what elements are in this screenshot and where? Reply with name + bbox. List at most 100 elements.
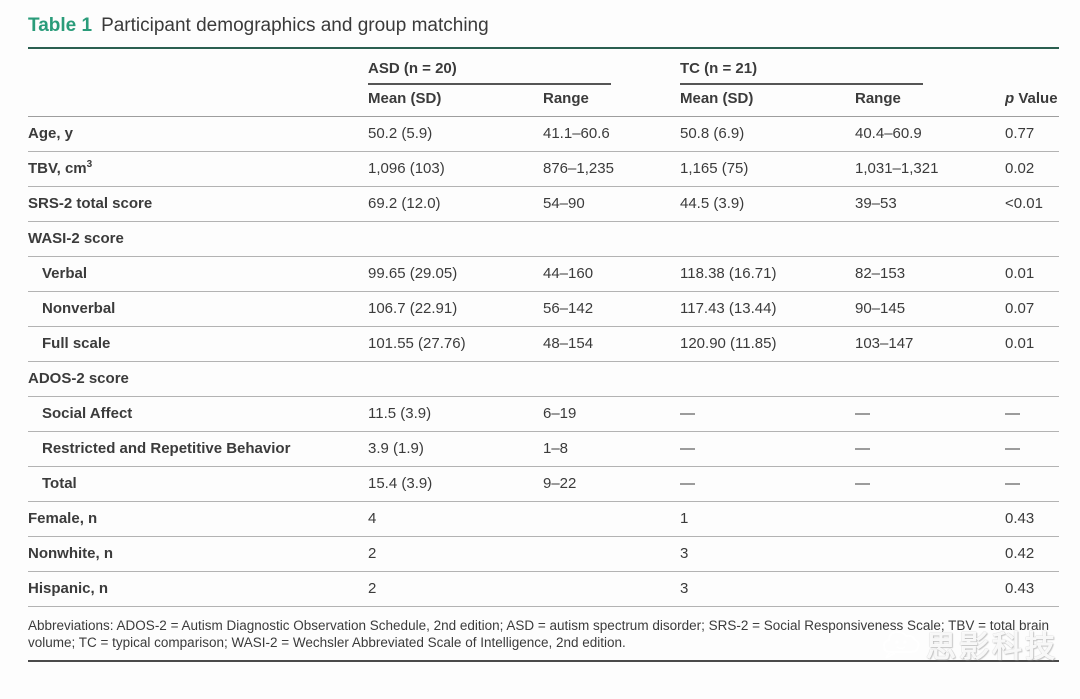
data-cell: 82–153 <box>855 265 906 282</box>
bottom-rule <box>28 659 1059 662</box>
data-cell: 44.5 (3.9) <box>680 195 745 212</box>
row-label-text: TBV, cm <box>28 160 87 177</box>
table-title: Participant demographics and group match… <box>101 15 489 36</box>
section-row: ADOS-2 score <box>28 361 1059 396</box>
data-cell <box>543 501 680 536</box>
data-cell: 101.55 (27.76) <box>368 335 466 352</box>
data-cell: 106.7 (22.91) <box>368 300 458 317</box>
data-cell: 876–1,235 <box>543 160 614 177</box>
data-cell: 41.1–60.6 <box>543 125 610 142</box>
data-cell <box>855 571 1005 606</box>
empty-header-cell <box>28 85 368 116</box>
data-cell: 69.2 (12.0) <box>368 195 441 212</box>
row-label: Age, y <box>28 116 368 151</box>
row-label-text: ADOS-2 score <box>28 370 129 387</box>
section-row: WASI-2 score <box>28 221 1059 256</box>
row-label: Verbal <box>28 256 368 291</box>
data-cell: 56–142 <box>543 300 594 317</box>
row-label: Restricted and Repetitive Behavior <box>28 431 368 466</box>
data-cell: 3 <box>680 545 689 562</box>
data-cell: 1 <box>680 510 689 527</box>
group-header-row: ASD (n = 20) TC (n = 21) <box>28 49 1059 85</box>
empty-corner-cell <box>28 49 368 85</box>
data-cell: 103–147 <box>855 335 914 352</box>
column-header-tc-mean: Mean (SD) <box>680 89 754 107</box>
row-label-text: Full scale <box>42 335 111 352</box>
row-label-text: Restricted and Repetitive Behavior <box>42 440 291 457</box>
top-rule <box>28 47 1059 49</box>
row-label: SRS-2 total score <box>28 186 368 221</box>
row-label-text: Total <box>42 475 77 492</box>
table-number-label: Table 1 <box>28 15 93 36</box>
table-row: SRS-2 total score 69.2 (12.0) 54–90 44.5 (3… <box>28 186 1059 221</box>
data-cell <box>543 571 680 606</box>
data-cell <box>680 221 855 256</box>
data-cell: 0.01 <box>1005 335 1035 352</box>
table-row: TBV, cm3 1,096 (103) 876–1,235 1,165 (75) 1,… <box>28 151 1059 186</box>
data-cell: 99.65 (29.05) <box>368 265 458 282</box>
data-cell: 0.43 <box>1005 510 1035 527</box>
table-body: Age, y 50.2 (5.9) 41.1–60.6 50.8 (6.9) 40.4–… <box>28 116 1059 606</box>
data-cell: 54–90 <box>543 195 585 212</box>
data-cell <box>368 361 543 396</box>
group-header-asd-label: ASD (n = 20) <box>368 60 611 85</box>
data-cell <box>855 361 1005 396</box>
table-row: Female, n 4 1 0.43 <box>28 501 1059 536</box>
data-cell <box>855 536 1005 571</box>
data-cell: 0.02 <box>1005 160 1035 177</box>
column-header-p-value: p Value <box>1005 89 1058 107</box>
demographics-table: ASD (n = 20) TC (n = 21) Mean (SD) Range… <box>28 49 1059 607</box>
data-cell: 90–145 <box>855 300 906 317</box>
table-row: Nonwhite, n 2 3 0.42 <box>28 536 1059 571</box>
data-cell: 50.2 (5.9) <box>368 125 433 142</box>
group-header-tc: TC (n = 21) <box>680 49 1005 85</box>
data-cell: 0.42 <box>1005 545 1035 562</box>
data-cell <box>1005 221 1059 256</box>
data-cell <box>855 501 1005 536</box>
data-cell: 2 <box>368 545 377 562</box>
data-cell <box>855 221 1005 256</box>
row-label-text: Nonverbal <box>42 300 116 317</box>
row-label-text: Hispanic, n <box>28 580 109 597</box>
data-cell: 1,096 (103) <box>368 160 445 177</box>
data-cell: — <box>855 405 870 422</box>
data-cell: 39–53 <box>855 195 897 212</box>
row-label: TBV, cm3 <box>28 151 368 186</box>
data-cell: — <box>680 440 695 457</box>
row-label: Nonverbal <box>28 291 368 326</box>
row-label-text: Female, n <box>28 510 98 527</box>
row-label: WASI-2 score <box>28 221 368 256</box>
data-cell: 3.9 (1.9) <box>368 440 424 457</box>
data-cell: 118.38 (16.71) <box>680 265 777 282</box>
data-cell: 4 <box>368 510 377 527</box>
column-header-row: Mean (SD) Range Mean (SD) Range p Value <box>28 85 1059 116</box>
data-cell: 1,031–1,321 <box>855 160 939 177</box>
data-cell <box>680 361 855 396</box>
data-cell: — <box>680 475 695 492</box>
data-cell: — <box>1005 405 1020 422</box>
group-header-tc-label: TC (n = 21) <box>680 60 923 85</box>
column-header-asd-mean: Mean (SD) <box>368 89 442 107</box>
data-cell <box>543 361 680 396</box>
data-cell: 6–19 <box>543 405 577 422</box>
data-cell: 2 <box>368 580 377 597</box>
data-cell: 0.77 <box>1005 125 1035 142</box>
row-label: ADOS-2 score <box>28 361 368 396</box>
row-label-text: Verbal <box>42 265 88 282</box>
row-label-superscript: 3 <box>86 159 93 170</box>
column-header-asd-range: Range <box>543 89 589 107</box>
table-row: Social Affect 11.5 (3.9) 6–19 — — — <box>28 396 1059 431</box>
data-cell: 48–154 <box>543 335 594 352</box>
row-label: Full scale <box>28 326 368 361</box>
data-cell: 50.8 (6.9) <box>680 125 745 142</box>
table-row: Nonverbal 106.7 (22.91) 56–142 117.43 (13.4… <box>28 291 1059 326</box>
data-cell: — <box>1005 440 1020 457</box>
data-cell <box>543 536 680 571</box>
data-cell: 11.5 (3.9) <box>368 405 432 422</box>
data-cell: 40.4–60.9 <box>855 125 922 142</box>
row-label: Total <box>28 466 368 501</box>
data-cell: — <box>855 440 870 457</box>
row-label-text: Social Affect <box>42 405 133 422</box>
row-label: Nonwhite, n <box>28 536 368 571</box>
row-label-text: Age, y <box>28 125 74 142</box>
